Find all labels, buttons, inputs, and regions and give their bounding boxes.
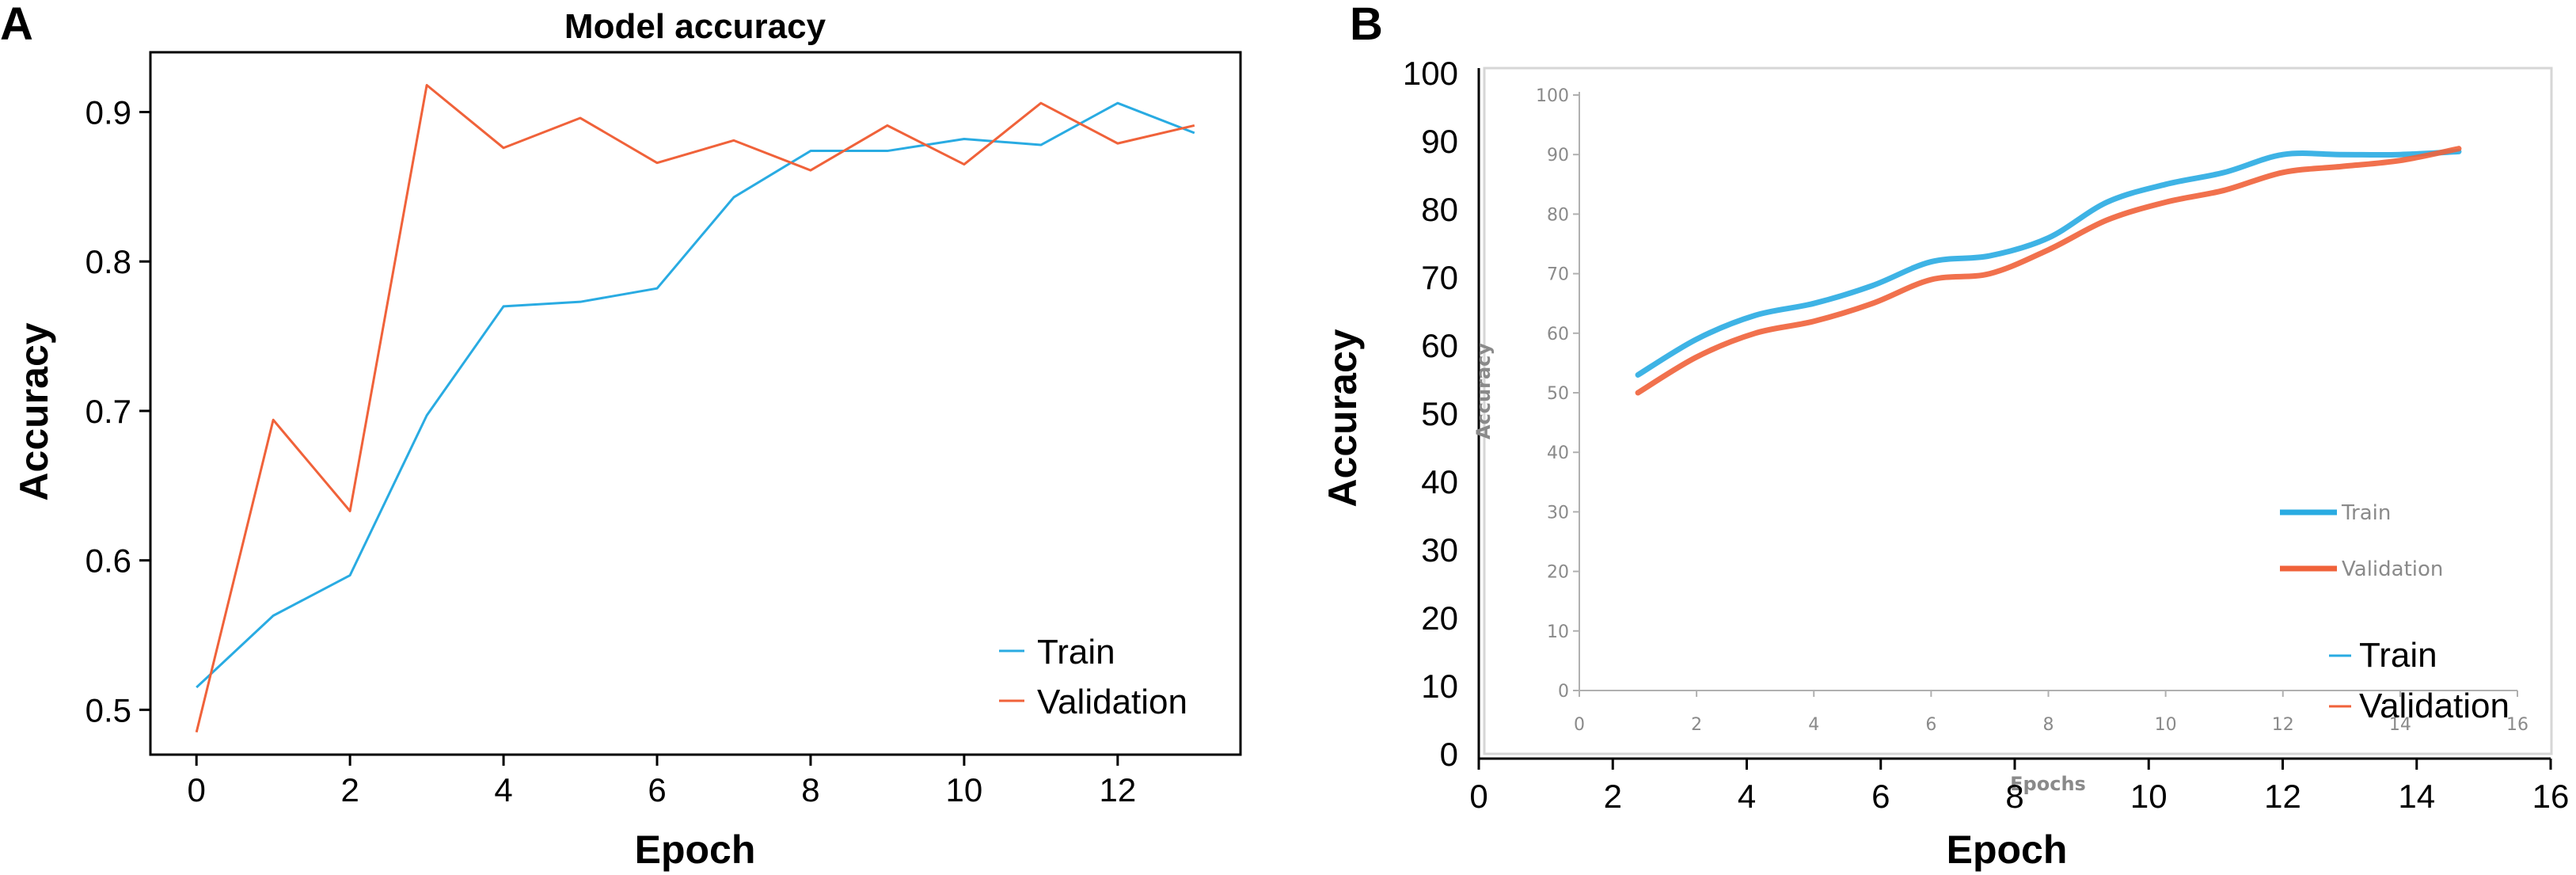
outer-y-tick-label-80: 80 bbox=[1421, 191, 1458, 228]
outer-y-tick-label-90: 90 bbox=[1421, 123, 1458, 160]
inner-y-tick-label-100: 100 bbox=[1536, 86, 1569, 106]
y-tick-label-0-7: 0.7 bbox=[85, 393, 131, 430]
outer-y-tick-label-30: 30 bbox=[1421, 531, 1458, 569]
outer-x-tick-label-6: 6 bbox=[1871, 778, 1890, 815]
inner-y-tick-label-10: 10 bbox=[1547, 622, 1569, 642]
panel-b-letter: B bbox=[1350, 0, 1383, 50]
y-tick-label-0-6: 0.6 bbox=[85, 542, 131, 580]
inner-x-tick-label-16: 16 bbox=[2506, 715, 2529, 735]
outer-y-tick-label-40: 40 bbox=[1421, 463, 1458, 500]
chart-b-x-ticks: 0 2 4 6 8 10 12 14 16 bbox=[1469, 759, 2569, 815]
embedded-image-frame bbox=[1483, 67, 2553, 755]
chart-a-x-axis-label: Epoch bbox=[635, 827, 756, 872]
outer-y-tick-label-20: 20 bbox=[1421, 599, 1458, 637]
inner-x-tick-label-8: 8 bbox=[2043, 715, 2054, 735]
inner-y-tick-label-0: 0 bbox=[1558, 682, 1569, 702]
x-tick-label-2: 2 bbox=[340, 771, 359, 808]
chart-b-legend: Train Validation bbox=[2329, 636, 2510, 725]
outer-x-tick-label-12: 12 bbox=[2264, 778, 2301, 815]
inner-legend-train-label: Train bbox=[2341, 501, 2391, 525]
inner-y-tick-label-80: 80 bbox=[1547, 205, 1569, 225]
outer-y-tick-label-10: 10 bbox=[1421, 668, 1458, 705]
inner-x-tick-label-4: 4 bbox=[1808, 715, 1819, 735]
inner-x-tick-label-12: 12 bbox=[2272, 715, 2294, 735]
inner-y-tick-label-30: 30 bbox=[1547, 503, 1569, 523]
outer-y-tick-label-50: 50 bbox=[1421, 395, 1458, 432]
legend-b-validation-label: Validation bbox=[2359, 687, 2510, 725]
outer-x-tick-label-2: 2 bbox=[1604, 778, 1622, 815]
inner-y-tick-label-50: 50 bbox=[1547, 384, 1569, 404]
inner-y-tick-label-70: 70 bbox=[1547, 265, 1569, 285]
chart-a-y-axis-label: Accuracy bbox=[12, 322, 56, 500]
chart-a-plot-frame bbox=[149, 51, 1242, 756]
chart-a-title: Model accuracy bbox=[564, 7, 826, 46]
outer-x-tick-label-16: 16 bbox=[2532, 778, 2570, 815]
legend-b-train-label: Train bbox=[2359, 636, 2437, 675]
x-tick-label-6: 6 bbox=[648, 771, 666, 808]
panel-a-letter: A bbox=[0, 0, 33, 50]
outer-x-tick-label-10: 10 bbox=[2130, 778, 2168, 815]
inner-y-tick-label-60: 60 bbox=[1547, 325, 1569, 344]
chart-a-series bbox=[195, 84, 1195, 733]
y-tick-label-0-8: 0.8 bbox=[85, 243, 131, 280]
outer-y-tick-label-0: 0 bbox=[1440, 736, 1458, 773]
series-line-b-validation bbox=[1635, 146, 2462, 396]
x-tick-label-4: 4 bbox=[494, 771, 512, 808]
inner-x-axis-label: Epochs bbox=[2010, 773, 2086, 795]
x-tick-label-10: 10 bbox=[946, 771, 983, 808]
inner-legend: Train Validation bbox=[2280, 501, 2443, 581]
legend-a-validation-label: Validation bbox=[1037, 683, 1187, 721]
x-tick-label-8: 8 bbox=[801, 771, 819, 808]
y-tick-label-0-9: 0.9 bbox=[85, 93, 131, 131]
series-line-b-train bbox=[1635, 148, 2462, 378]
inner-y-tick-label-90: 90 bbox=[1547, 146, 1569, 165]
chart-b-y-ticks: 0 10 20 30 40 50 60 70 80 90 100 bbox=[1403, 55, 1458, 773]
outer-x-tick-label-4: 4 bbox=[1738, 778, 1756, 815]
inner-x-ticks: 0 2 4 6 8 10 12 14 16 bbox=[1574, 690, 2529, 735]
inner-x-tick-label-14: 14 bbox=[2389, 715, 2411, 735]
inner-x-tick-label-0: 0 bbox=[1574, 715, 1585, 735]
outer-x-tick-label-14: 14 bbox=[2398, 778, 2435, 815]
inner-y-tick-label-20: 20 bbox=[1547, 563, 1569, 583]
outer-y-tick-label-60: 60 bbox=[1421, 327, 1458, 364]
legend-a-train-label: Train bbox=[1037, 633, 1115, 671]
inner-x-tick-label-10: 10 bbox=[2155, 715, 2177, 735]
panel-a: A Model accuracy 0 2 4 6 8 10 12 0.50.60.70.80… bbox=[0, 0, 1242, 872]
x-tick-label-0: 0 bbox=[188, 771, 206, 808]
chart-b-x-axis-label: Epoch bbox=[1947, 827, 2068, 872]
chart-a-legend: Train Validation bbox=[999, 633, 1187, 721]
outer-y-tick-label-100: 100 bbox=[1403, 55, 1458, 92]
chart-a-x-ticks: 0 2 4 6 8 10 12 bbox=[188, 755, 1136, 808]
outer-x-tick-label-8: 8 bbox=[2005, 778, 2023, 815]
inner-y-tick-label-40: 40 bbox=[1547, 443, 1569, 463]
inner-x-tick-label-2: 2 bbox=[1691, 715, 1702, 735]
inner-y-ticks: 0 10 20 30 40 50 60 70 80 90 100 bbox=[1536, 86, 1579, 702]
inner-legend-validation-label: Validation bbox=[2342, 557, 2443, 581]
outer-y-tick-label-70: 70 bbox=[1421, 259, 1458, 296]
chart-b-series bbox=[1635, 146, 2462, 396]
outer-x-tick-label-0: 0 bbox=[1469, 778, 1487, 815]
chart-a-y-ticks: 0.5 0.6 0.7 0.8 0.9 bbox=[85, 93, 150, 729]
inner-x-tick-label-6: 6 bbox=[1925, 715, 1936, 735]
y-tick-label-0-5: 0.5 bbox=[85, 691, 131, 729]
series-line-validation bbox=[195, 84, 1195, 733]
series-line-train bbox=[196, 101, 1195, 689]
inner-y-axis-label: Accuracy bbox=[1472, 343, 1495, 439]
chart-b-y-axis-label: Accuracy bbox=[1320, 329, 1365, 507]
x-tick-label-12: 12 bbox=[1099, 771, 1136, 808]
